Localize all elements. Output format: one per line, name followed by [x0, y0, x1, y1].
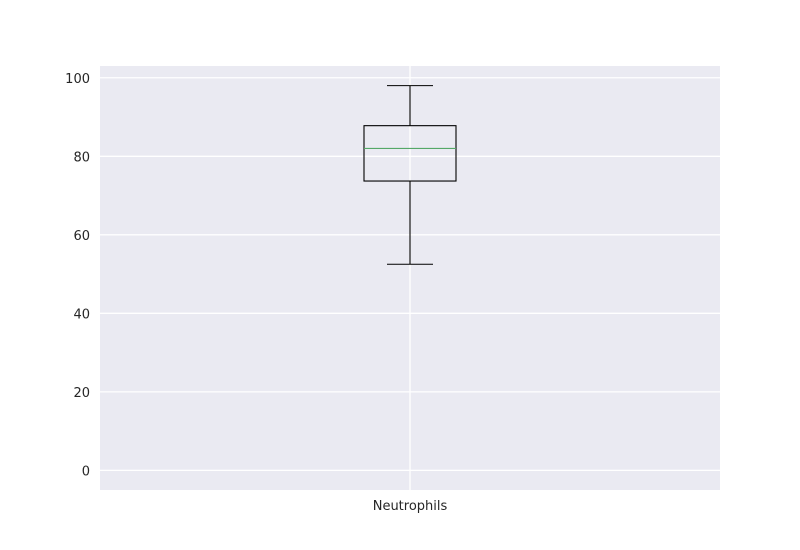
y-tick-label: 40: [73, 307, 90, 322]
box-layer: [363, 85, 457, 265]
y-tick-label: 60: [73, 229, 90, 244]
x-tick-labels: Neutrophils: [373, 499, 448, 514]
y-tick-label: 0: [82, 464, 90, 479]
y-tick-label: 20: [73, 386, 90, 401]
grid-lines: [100, 66, 720, 490]
y-tick-label: 80: [73, 150, 90, 165]
x-tick-label: Neutrophils: [373, 499, 448, 514]
y-tick-labels: 0 20 40 60 80 100: [65, 72, 90, 480]
y-tick-label: 100: [65, 72, 90, 87]
iqr-box: [363, 125, 457, 182]
